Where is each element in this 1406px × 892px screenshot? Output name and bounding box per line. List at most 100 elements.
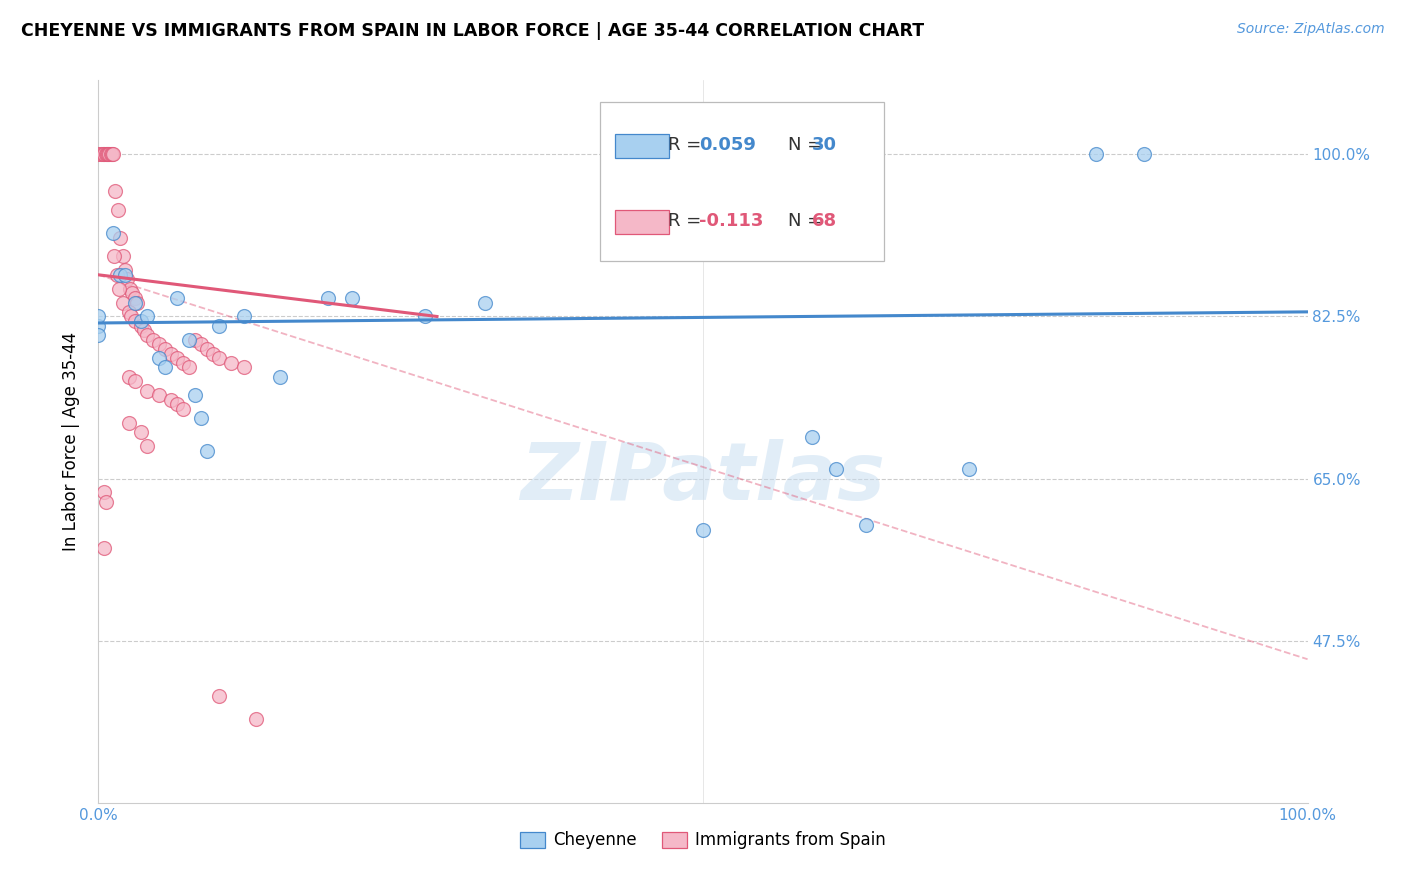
Point [179,333,201,347]
Point [114,263,136,277]
Point [101,147,124,161]
Point [148,351,170,366]
Point [195,342,218,356]
Point [108,231,131,245]
Point [98,147,121,161]
Point [124,291,146,305]
Point [124,314,146,328]
Point [103,249,125,263]
Point [1133,147,1156,161]
Point [142,333,165,347]
Point [166,351,188,366]
Point [129,314,152,328]
Point [800,430,823,444]
Point [957,462,980,476]
Point [129,318,152,333]
Point [124,295,146,310]
Point [129,425,152,440]
Legend: Cheyenne, Immigrants from Spain: Cheyenne, Immigrants from Spain [513,824,893,856]
Point [97,147,120,161]
Point [108,282,131,296]
Point [413,310,436,324]
Point [100,147,122,161]
Point [105,268,128,282]
FancyBboxPatch shape [614,211,669,235]
Point [118,305,141,319]
Point [93,485,115,500]
Point [135,328,157,343]
Text: -0.113: -0.113 [699,212,763,230]
Point [179,360,201,375]
Text: R =: R = [668,136,707,154]
Point [153,342,176,356]
Point [93,541,115,555]
Text: N =: N = [787,212,828,230]
Text: 68: 68 [811,212,837,230]
Point [87,310,110,324]
Y-axis label: In Labor Force | Age 35-44: In Labor Force | Age 35-44 [62,332,80,551]
Point [245,713,267,727]
Point [172,402,194,417]
Point [855,517,877,532]
Point [153,360,176,375]
Point [190,337,212,351]
Text: ZIPatlas: ZIPatlas [520,439,886,516]
Point [134,323,156,337]
Point [111,249,134,263]
Point [208,690,231,704]
Point [111,295,134,310]
Point [190,411,212,425]
Point [160,392,183,407]
Point [474,295,496,310]
Point [166,397,188,411]
Point [1085,147,1108,161]
Point [135,384,157,398]
Text: 0.059: 0.059 [699,136,756,154]
Point [118,282,141,296]
Text: N =: N = [787,136,828,154]
Point [232,310,254,324]
Point [117,272,139,286]
Point [184,388,207,402]
Point [104,185,127,199]
Point [101,226,124,240]
Point [121,286,143,301]
Point [195,443,218,458]
Point [208,318,231,333]
Point [93,147,115,161]
Point [108,268,131,282]
Point [202,346,225,360]
Point [232,360,254,375]
Point [94,147,117,161]
Point [124,375,146,389]
FancyBboxPatch shape [614,135,669,158]
FancyBboxPatch shape [600,102,884,260]
Point [107,202,129,217]
Point [118,416,141,430]
Point [166,291,188,305]
Point [114,268,136,282]
Point [184,333,207,347]
Point [127,295,149,310]
Point [94,494,117,508]
Point [90,147,112,161]
Point [172,356,194,370]
Point [692,523,714,537]
Point [221,356,243,370]
Point [316,291,339,305]
Point [91,147,114,161]
Point [118,369,141,384]
Point [96,147,118,161]
Point [269,369,291,384]
Point [87,328,110,343]
Text: 30: 30 [811,136,837,154]
Point [825,462,848,476]
Point [148,337,170,351]
Point [87,318,110,333]
Point [160,346,183,360]
Text: Source: ZipAtlas.com: Source: ZipAtlas.com [1237,22,1385,37]
Point [87,147,110,161]
Point [135,439,157,453]
Point [208,351,231,366]
Point [148,388,170,402]
